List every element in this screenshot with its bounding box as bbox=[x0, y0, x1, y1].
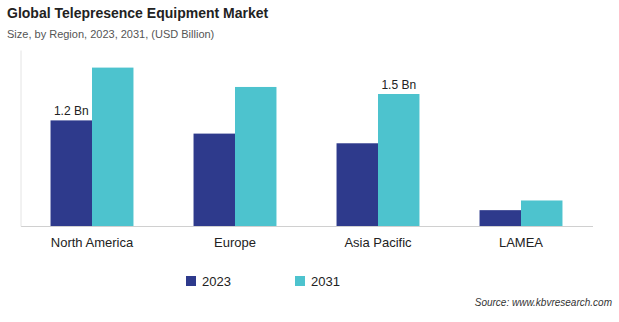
x-axis: North America Europe Asia Pacific LAMEA bbox=[21, 227, 593, 251]
legend: 2023 2031 bbox=[186, 274, 340, 289]
title: Global Telepresence Equipment Market bbox=[7, 5, 268, 21]
bar bbox=[378, 94, 419, 226]
bar bbox=[521, 200, 562, 226]
legend-swatch bbox=[186, 276, 196, 286]
x-tick: North America bbox=[51, 235, 134, 250]
legend-swatch bbox=[295, 276, 305, 286]
data-labels: 1.2 Bn 1.5 Bn bbox=[54, 78, 416, 118]
bar bbox=[51, 120, 92, 226]
subtitle: Size, by Region, 2023, 2031, (USD Billio… bbox=[7, 28, 214, 40]
data-label: 1.2 Bn bbox=[54, 104, 89, 118]
y-axis bbox=[21, 51, 22, 227]
bar bbox=[235, 87, 276, 226]
x-tick: Asia Pacific bbox=[344, 235, 412, 250]
bar bbox=[194, 134, 235, 226]
x-tick-label: Europe bbox=[214, 235, 256, 250]
source: Source: www.kbvresearch.com bbox=[475, 297, 612, 308]
x-tick: Europe bbox=[214, 235, 256, 250]
x-axis-line bbox=[21, 226, 593, 227]
x-tick-label: North America bbox=[51, 235, 134, 250]
legend-label: 2031 bbox=[311, 274, 340, 289]
y-axis-line bbox=[21, 51, 22, 227]
bars bbox=[51, 68, 563, 226]
legend-label: 2023 bbox=[202, 274, 231, 289]
bar bbox=[92, 68, 133, 226]
bar bbox=[337, 143, 378, 226]
chart: Global Telepresence Equipment Market Size… bbox=[0, 0, 619, 322]
x-tick-label: LAMEA bbox=[499, 235, 543, 250]
x-tick: LAMEA bbox=[499, 235, 543, 250]
x-tick-label: Asia Pacific bbox=[344, 235, 412, 250]
bar bbox=[480, 210, 521, 226]
data-label: 1.5 Bn bbox=[381, 78, 416, 92]
